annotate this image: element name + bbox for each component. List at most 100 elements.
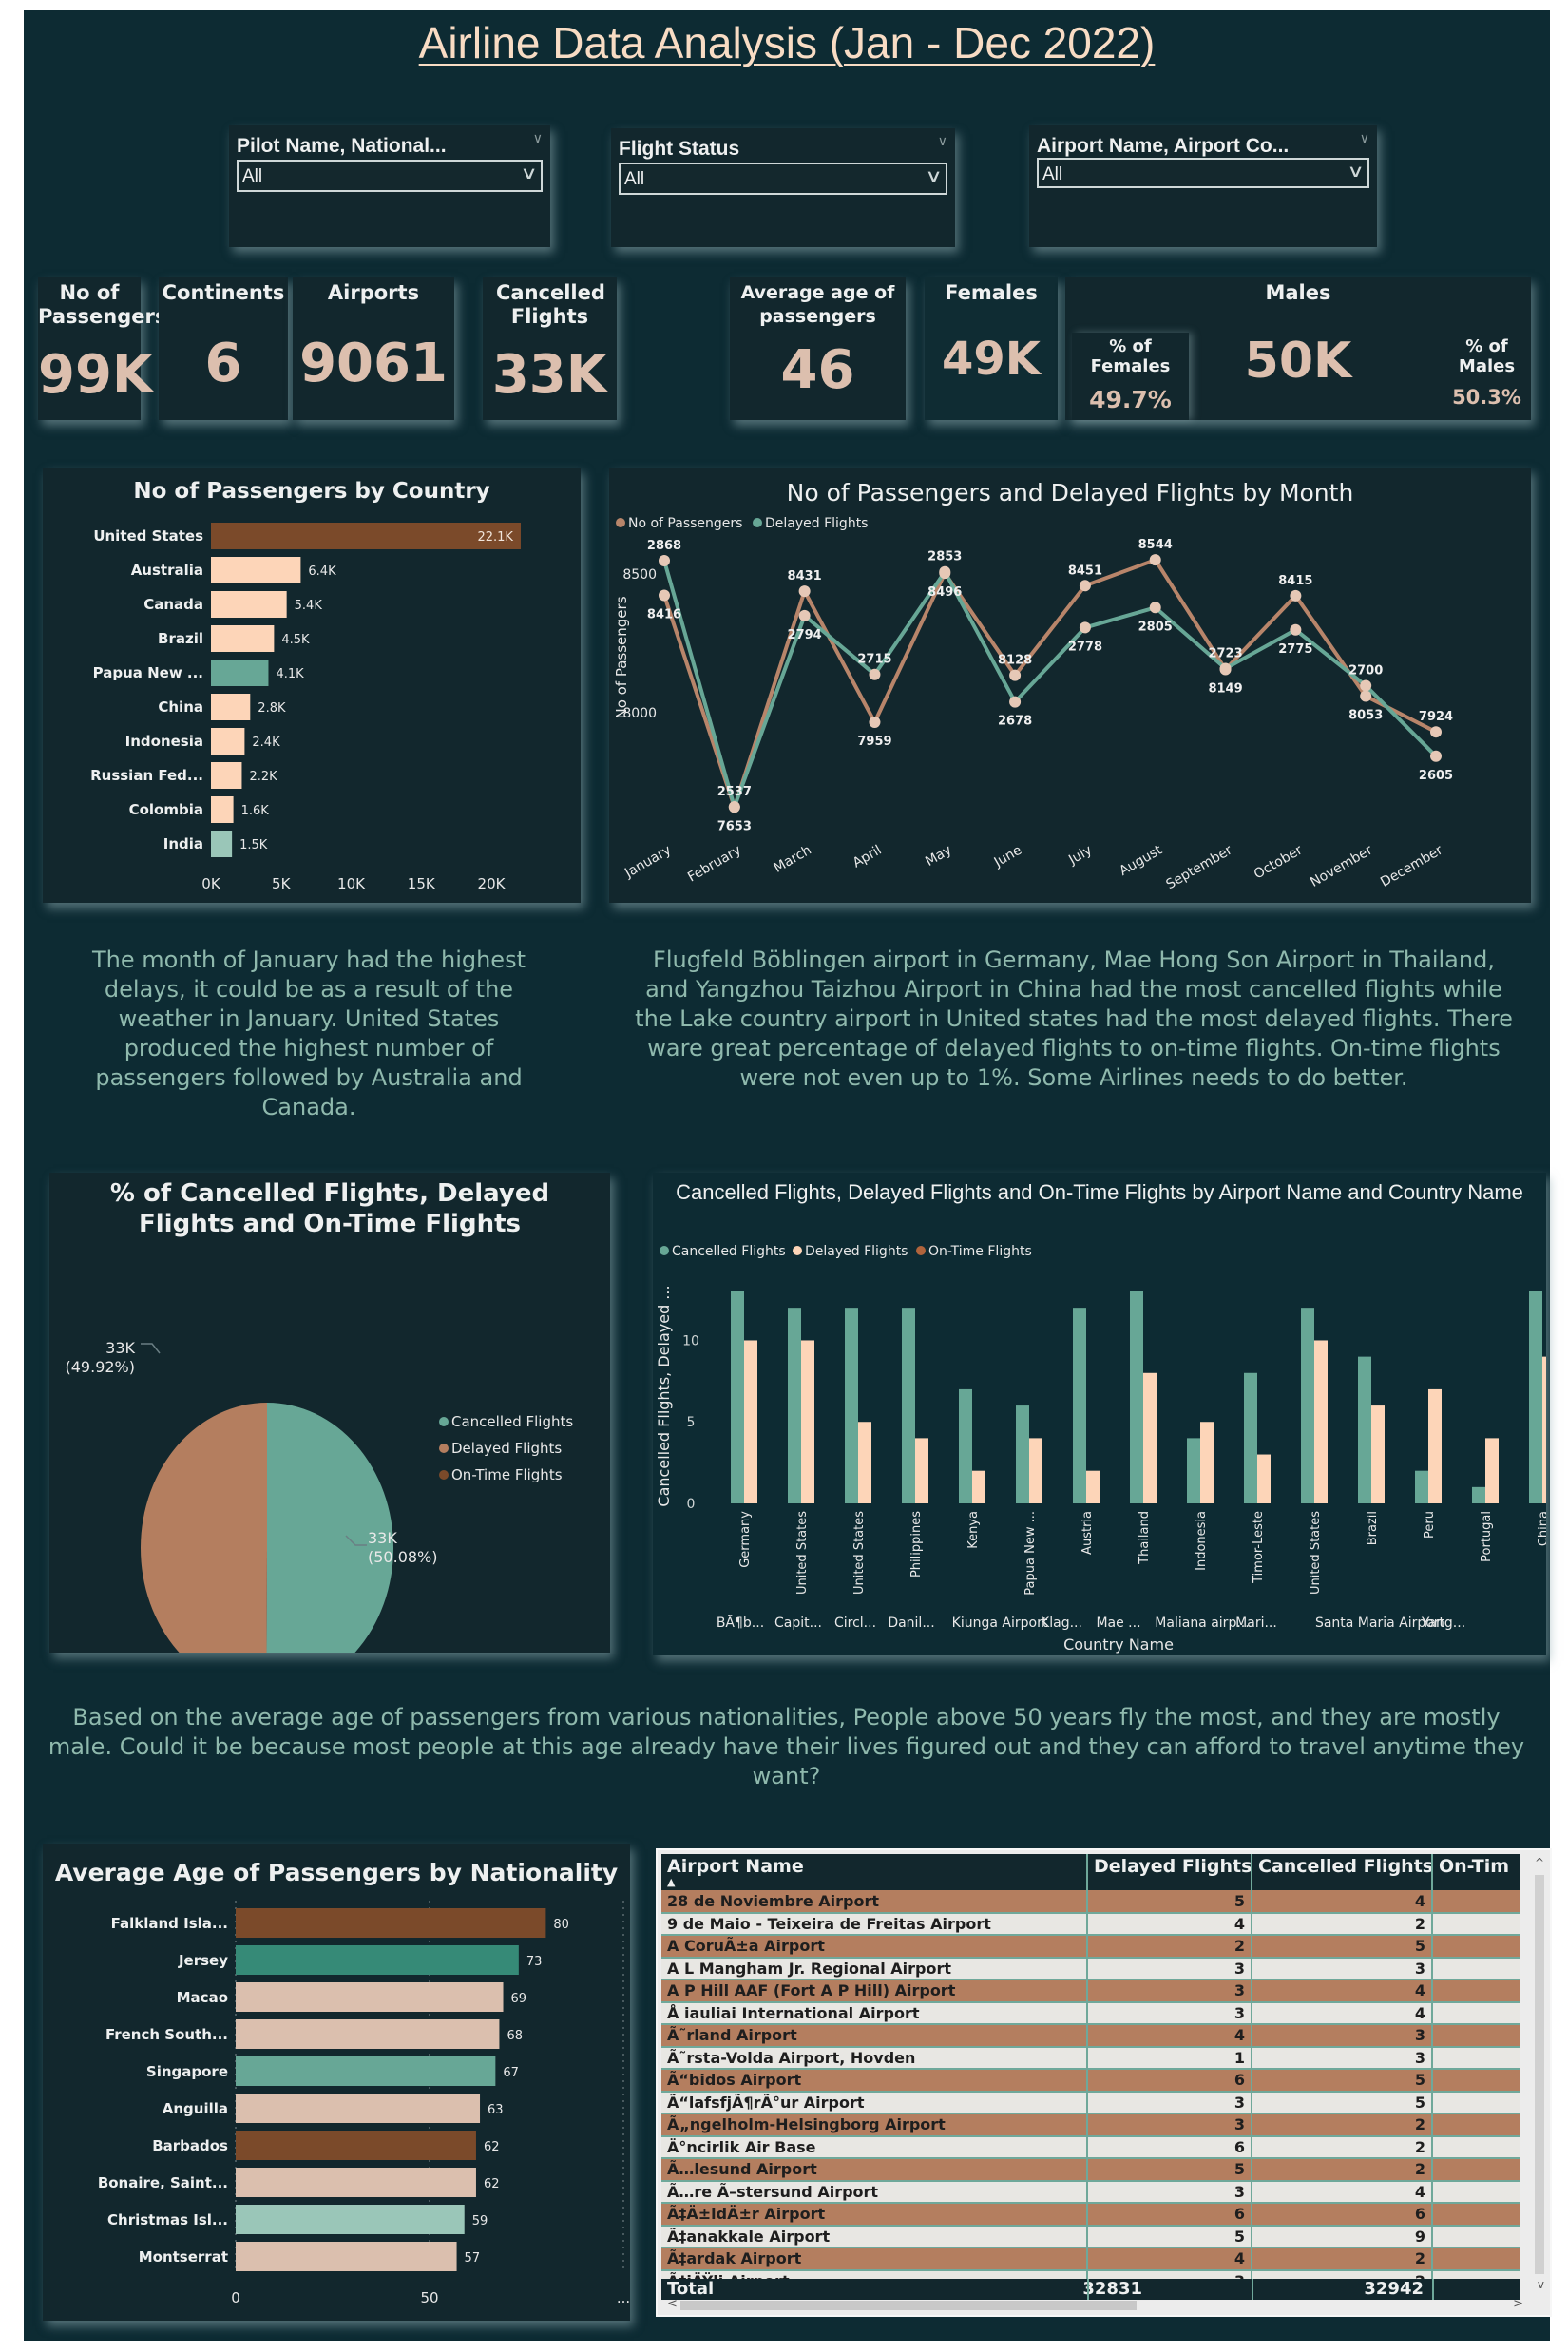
slicer-dropdown[interactable]: All ∨ <box>619 163 947 195</box>
category-label: Montserrat <box>139 2248 228 2266</box>
scroll-up-icon[interactable]: ^ <box>1534 1856 1544 1869</box>
sort-ascending-icon[interactable]: ▲ <box>667 1876 676 1888</box>
legend-marker-delayed <box>753 518 762 527</box>
bar-chart-svg: United States 22.1K Australia 6.4K Canada 5.4… <box>90 523 521 892</box>
cell-delayed-flights: 3 <box>1087 2091 1252 2114</box>
cell-airport-name: Ã‡anakkale Airport <box>661 2225 1088 2248</box>
x-tick-label: 15K <box>408 875 436 892</box>
slicer-label: Flight Status <box>619 138 740 160</box>
slicer-airport[interactable]: Airport Name, Airport Co... ∨ All ∨ <box>1029 125 1377 247</box>
data-label: 5.4K <box>295 599 323 613</box>
category-label: Falkland Isla... <box>111 1915 228 1932</box>
table-row[interactable]: Ã‡ardak Airport 4 2 <box>661 2247 1520 2271</box>
x-tick-label-airport: Danil... <box>888 1616 934 1631</box>
data-label: 2537 <box>717 785 752 799</box>
data-point <box>1290 589 1302 602</box>
table-row[interactable]: Ã˜rsta-Volda Airport, Hovden 1 3 <box>661 2046 1520 2070</box>
table-row[interactable]: Å iauliai International Airport 3 4 <box>661 2001 1520 2025</box>
column-header-on-time-flights[interactable]: On-Tim <box>1432 1854 1520 1890</box>
x-tick-label-airport: Kiunga Airport <box>952 1616 1048 1631</box>
chart-flights-by-airport-country: Cancelled Flights, Delayed Flights and O… <box>653 1173 1546 1655</box>
vertical-scrollbar[interactable] <box>1535 1875 1544 2274</box>
data-label: 2775 <box>1278 642 1312 657</box>
category-label: French South... <box>105 2026 228 2043</box>
kpi-value: 9061 <box>299 333 448 394</box>
cell-delayed-flights: 6 <box>1087 2069 1252 2093</box>
category-label: Papua New ... <box>93 664 203 681</box>
chevron-down-icon[interactable]: ∨ <box>937 134 947 149</box>
data-label: 22.1K <box>477 530 513 545</box>
cell-airport-name: A L Mangham Jr. Regional Airport <box>661 1957 1088 1980</box>
total-label: Total <box>667 2279 715 2299</box>
bar-delayed <box>1086 1470 1100 1503</box>
kpi-value: 99K <box>38 344 154 406</box>
legend-label: Delayed Flights <box>805 1244 908 1259</box>
data-point <box>1430 750 1442 762</box>
table-row[interactable]: Ã„ngelholm-Helsingborg Airport 3 2 <box>661 2113 1520 2137</box>
x-tick-label: April <box>851 843 885 871</box>
table-row[interactable]: Ã…lesund Airport 5 2 <box>661 2158 1520 2182</box>
table-row[interactable]: Ä°ncirlik Air Base 6 2 <box>661 2135 1520 2159</box>
category-label: China <box>158 698 203 716</box>
cell-cancelled-flights: 2 <box>1252 2135 1433 2159</box>
cell-cancelled-flights: 4 <box>1252 2001 1433 2025</box>
x-axis-label: Country Name <box>1063 1635 1174 1654</box>
x-tick-label: March <box>772 843 814 876</box>
cell-on-time-flights <box>1432 2069 1520 2093</box>
kpi-label: Females <box>945 281 1038 304</box>
column-header-cancelled-flights[interactable]: Cancelled Flights <box>1252 1854 1433 1890</box>
slicer-dropdown[interactable]: All ∨ <box>237 160 543 192</box>
cell-airport-name: Å iauliai International Airport <box>661 2001 1088 2025</box>
slicer-flight-status[interactable]: Flight Status ∨ All ∨ <box>611 128 955 247</box>
legend-marker <box>916 1246 926 1255</box>
category-label: Christmas Isl... <box>107 2211 228 2228</box>
horizontal-scrollbar[interactable] <box>680 2301 1137 2310</box>
data-label: 59 <box>472 2214 488 2228</box>
chevron-down-icon[interactable]: ∨ <box>1359 131 1369 146</box>
table-row[interactable]: Ã“bidos Airport 6 5 <box>661 2069 1520 2093</box>
x-tick-label-country: Austria <box>1080 1511 1095 1555</box>
column-header-airport-name[interactable]: Airport Name ▲ <box>661 1854 1088 1890</box>
table-row[interactable]: Ã…re Ã–stersund Airport 3 4 <box>661 2180 1520 2204</box>
x-tick-label: 5K <box>272 875 292 892</box>
category-label: Bonaire, Saint... <box>98 2174 228 2191</box>
cell-delayed-flights: 5 <box>1087 2225 1252 2248</box>
chart-title: No of Passengers and Delayed Flights by … <box>786 479 1354 507</box>
table-row[interactable]: A P Hill AAF (Fort A P Hill) Airport 3 4 <box>661 1979 1520 2003</box>
cell-airport-name: 9 de Maio - Teixeira de Freitas Airport <box>661 1912 1088 1936</box>
x-tick-label-country: Portugal <box>1480 1511 1494 1562</box>
table-row[interactable]: Ã‡Ä±ldÄ±r Airport 6 6 <box>661 2203 1520 2227</box>
chevron-down-icon[interactable]: ∨ <box>1347 162 1365 182</box>
y-tick-label: 5 <box>687 1415 696 1430</box>
scroll-left-icon[interactable]: < <box>667 2297 678 2311</box>
airport-flights-table[interactable]: Airport Name ▲ Delayed Flights Cancelled … <box>656 1848 1552 2317</box>
scroll-down-icon[interactable]: v <box>1537 2278 1544 2291</box>
table-row[interactable]: A CoruÃ±a Airport 2 5 <box>661 1935 1520 1959</box>
table-row[interactable]: 9 de Maio - Teixeira de Freitas Airport 4… <box>661 1912 1520 1936</box>
data-point <box>1290 623 1302 636</box>
data-point <box>1079 621 1091 634</box>
data-label: 6.4K <box>308 564 336 579</box>
table-row[interactable]: A L Mangham Jr. Regional Airport 3 3 <box>661 1957 1520 1980</box>
chevron-down-icon[interactable]: ∨ <box>520 163 538 183</box>
chevron-down-icon[interactable]: ∨ <box>925 166 943 186</box>
table-row[interactable]: Ã˜rland Airport 4 3 <box>661 2024 1520 2048</box>
legend-marker <box>439 1417 449 1426</box>
cell-cancelled-flights: 5 <box>1252 1935 1433 1959</box>
slicer-pilot-nationality[interactable]: Pilot Name, National... ∨ All ∨ <box>229 125 550 247</box>
kpi-pct-females: % of Females 49.7% <box>1072 333 1189 420</box>
data-point <box>1009 696 1022 708</box>
slicer-dropdown[interactable]: All ∨ <box>1037 158 1369 188</box>
column-header-delayed-flights[interactable]: Delayed Flights <box>1087 1854 1252 1890</box>
data-label: 2.8K <box>258 701 286 716</box>
table-row[interactable]: 28 de Noviembre Airport 5 4 <box>661 1890 1520 1914</box>
cell-airport-name: Ã‡Ä±ldÄ±r Airport <box>661 2203 1088 2227</box>
table-row[interactable]: Ã‡anakkale Airport 5 9 <box>661 2225 1520 2248</box>
data-label: 2700 <box>1348 663 1383 678</box>
chevron-down-icon[interactable]: ∨ <box>532 131 543 146</box>
slicer-value: All <box>624 169 645 189</box>
scroll-right-icon[interactable]: > <box>1513 2297 1523 2311</box>
bar-delayed <box>1200 1422 1214 1503</box>
table-row[interactable]: Ã“lafsfjÃ¶rÃ°ur Airport 3 5 <box>661 2091 1520 2114</box>
bar <box>211 694 251 720</box>
